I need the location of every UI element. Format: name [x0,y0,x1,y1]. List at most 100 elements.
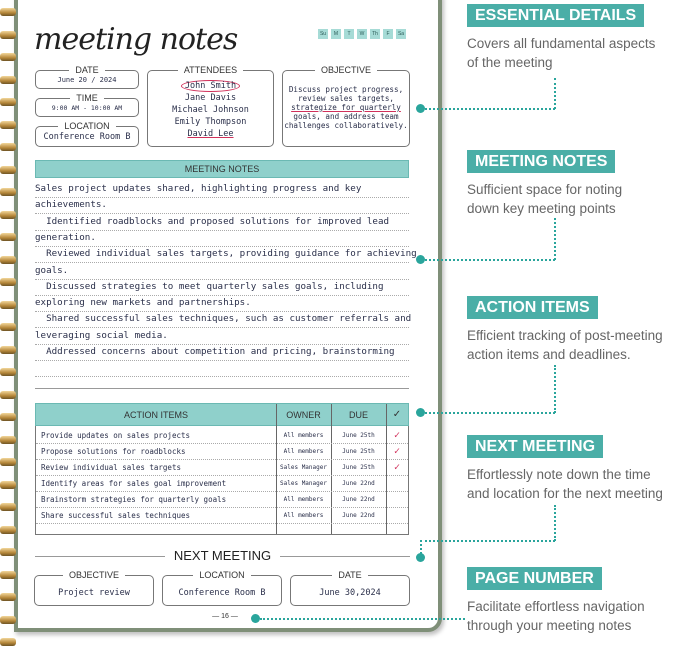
callout-text: Effortlessly note down the time [467,467,651,482]
page-number: — 16 — [212,613,238,620]
due-date: June 22nd [342,496,375,503]
date-field: DATE June 20 / 2024 [35,65,139,89]
callout-text: and location for the next meeting [467,486,663,501]
page-title: meeting notes [34,22,238,57]
attendee: John Smith [180,80,241,92]
objective-line: Discuss project progress, [288,85,404,94]
attendees-field: ATTENDEES John Smith Jane Davis Michael … [147,65,274,147]
callout-text: down key meeting points [467,201,616,216]
time-field: TIME 9:00 AM - 10:00 AM [35,93,139,117]
spiral-ring [0,8,16,16]
note-line: Identified roadblocks and proposed solut… [35,215,409,231]
table-row: Provide updates on sales projects All mem… [36,428,408,444]
objective-field: OBJECTIVE Discuss project progress, revi… [282,65,410,147]
callout-text: Efficient tracking of post-meeting [467,328,663,343]
note-line: Shared successful sales techniques, such… [35,312,411,329]
spiral-ring [0,458,16,466]
next-objective-label: OBJECTIVE [62,570,125,580]
day-box[interactable]: F [383,29,393,39]
day-box[interactable]: Th [370,29,380,39]
next-date-label: DATE [332,570,368,580]
location-label: LOCATION [58,121,116,131]
owner: Sales Manager [280,480,327,487]
spiral-ring [0,525,16,534]
due-date: June 22nd [342,480,375,487]
attendee: Jane Davis [184,93,237,103]
spiral-ring [0,30,16,39]
action-item: Identify areas for sales goal improvemen… [41,479,227,488]
spiral-ring [0,143,16,151]
owner: All members [283,432,324,439]
note-line: Sales project updates shared, highlighti… [35,182,409,198]
day-box[interactable]: T [344,29,354,39]
day-box[interactable]: Su [318,29,328,39]
table-header [35,403,409,426]
spiral-ring [0,615,16,624]
spiral-ring [0,188,16,196]
action-item: Brainstorm strategies for quarterly goal… [41,495,227,504]
day-box[interactable]: W [357,29,367,39]
next-location-value: Conference Room B [178,588,266,598]
done-checkbox[interactable]: ✓ [393,446,401,457]
note-line: generation. [35,231,409,247]
spiral-ring [0,323,16,331]
notes-divider [35,388,409,389]
callout-title: PAGE NUMBER [467,567,602,590]
time-value: 9:00 AM - 10:00 AM [51,104,123,112]
spiral-ring [0,120,16,129]
done-checkbox[interactable]: ✓ [393,462,401,473]
objective-line: review sales targets, [297,94,394,103]
owner: All members [283,448,324,455]
owner: All members [283,512,324,519]
owner: Sales Manager [280,464,327,471]
weekday-selector: Su M T W Th F Sa [318,29,406,39]
page-number-value: 16 [221,613,229,620]
next-objective-value: Project review [58,588,130,598]
note-line [35,361,409,378]
due-date: June 25th [342,464,375,471]
table-row: Propose solutions for roadblocks All memb… [36,444,408,460]
note-line: leveraging social media. [35,329,409,345]
callout-text: action items and deadlines. [467,347,631,362]
action-item: Propose solutions for roadblocks [41,447,186,456]
action-item: Share successful sales techniques [41,511,191,520]
objective-label: OBJECTIVE [314,65,377,75]
col-header-due: DUE [348,410,368,420]
due-date: June 25th [342,432,375,439]
spiral-ring [0,255,16,264]
done-checkbox[interactable]: ✓ [393,430,401,441]
spiral-ring [0,503,16,511]
notebook-page [14,0,442,632]
callout-text: through your meeting notes [467,618,632,633]
due-date: June 22nd [342,512,375,519]
spiral-ring [0,345,16,354]
day-box[interactable]: Sa [396,29,406,39]
table-row: Identify areas for sales goal improvemen… [36,476,408,492]
next-date-value: June 30,2024 [319,588,381,598]
note-line: Discussed strategies to meet quarterly s… [35,280,409,296]
callout-text: Sufficient space for noting [467,182,623,197]
action-item: Review individual sales targets [41,463,181,472]
callout-text: Facilitate effortless navigation [467,599,645,614]
spiral-ring [0,165,16,174]
next-location-field: LOCATION Conference Room B [162,570,282,606]
callout-text: of the meeting [467,55,553,70]
note-line: achievements. [35,198,409,215]
table-row: Review individual sales targets Sales Man… [36,460,408,476]
note-line: Addressed concerns about competition and… [35,345,409,361]
action-items-table: ACTION ITEMS OWNER DUE ✓ Provide updates… [35,403,409,535]
callout-title: NEXT MEETING [467,435,604,458]
callout-title: ACTION ITEMS [467,296,598,319]
time-label: TIME [70,93,104,103]
callout-title: MEETING NOTES [467,150,616,173]
spiral-ring [0,210,16,219]
next-objective-field: OBJECTIVE Project review [34,570,154,606]
spiral-ring [0,53,16,61]
col-header-action: ACTION ITEMS [123,410,188,420]
date-label: DATE [69,65,105,75]
attendee: Emily Thompson [174,117,247,127]
spiral-ring [0,75,16,84]
note-line: exploring new markets and partnerships. [35,296,409,313]
note-line: Reviewed individual sales targets, provi… [35,247,417,264]
day-box[interactable]: M [331,29,341,39]
